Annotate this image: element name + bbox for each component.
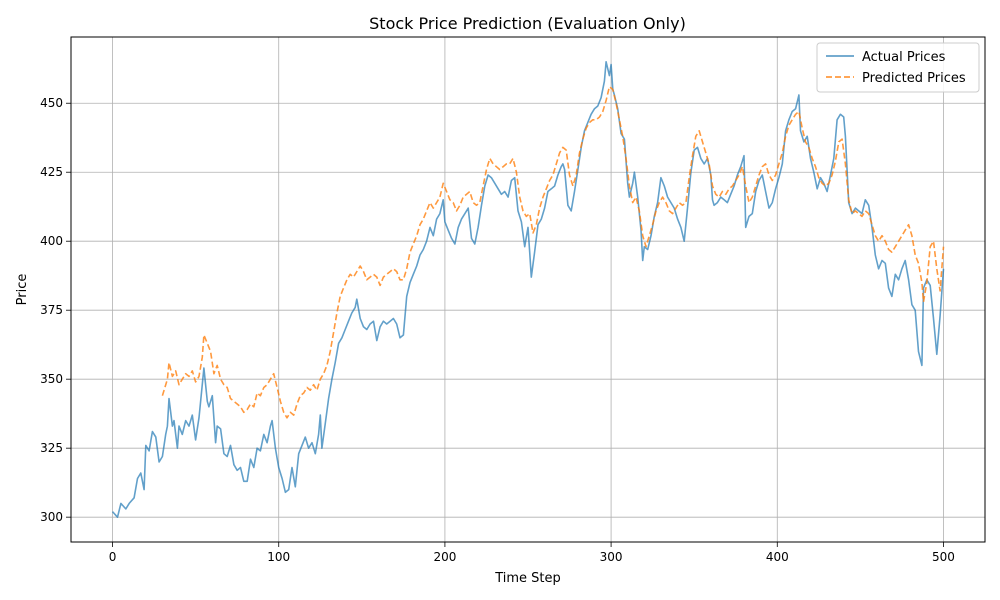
y-tick-label: 300: [40, 510, 63, 524]
legend-label-actual: Actual Prices: [862, 50, 946, 65]
x-axis-label: Time Step: [494, 571, 561, 586]
x-tick-label: 100: [267, 550, 290, 564]
series-line-predicted-prices: [161, 85, 945, 419]
x-tick-label: 400: [766, 550, 789, 564]
series-line-actual-prices: [111, 61, 945, 518]
y-tick-label: 425: [40, 165, 63, 179]
axes-background: [71, 37, 985, 542]
y-tick-label: 350: [40, 372, 63, 386]
x-tick-label: 500: [932, 550, 955, 564]
y-tick-label: 325: [40, 441, 63, 455]
legend: Actual Prices Predicted Prices: [816, 42, 980, 93]
legend-box: [816, 42, 980, 93]
y-tick-label: 450: [40, 96, 63, 110]
axes-frame: [70, 36, 986, 543]
x-tick-label: 0: [109, 550, 117, 564]
x-tick-label: 200: [433, 550, 456, 564]
legend-label-predicted: Predicted Prices: [862, 71, 966, 86]
series-layer: [111, 61, 945, 518]
y-axis-label: Price: [15, 274, 30, 306]
y-tick-label: 400: [40, 234, 63, 248]
chart-title: Stock Price Prediction (Evaluation Only): [369, 14, 686, 33]
x-tick-label: 300: [600, 550, 623, 564]
plot-area: 0 100 200 300 400 500 300 325 350 375 400 425 450: [40, 36, 986, 564]
ticks: 0 100 200 300 400 500 300 325 350 375 400 425 450: [40, 96, 955, 564]
y-tick-label: 375: [40, 303, 63, 317]
